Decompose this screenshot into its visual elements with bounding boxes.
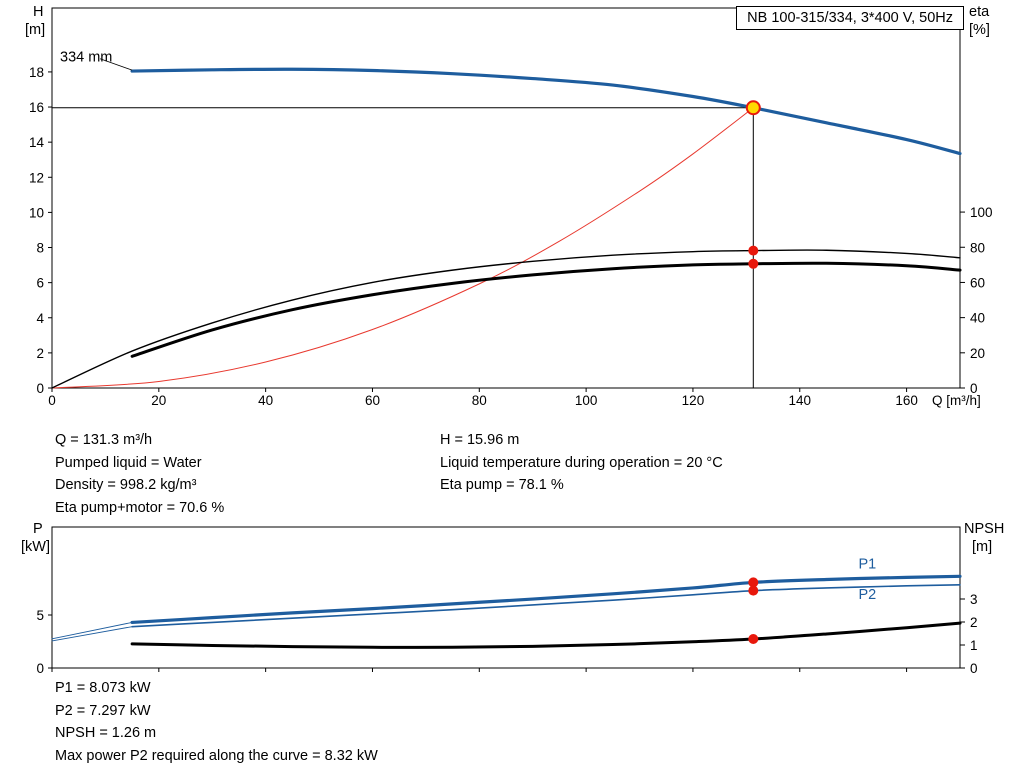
h-axis-label: H [33,4,44,20]
eta-pump-motor-curve [130,261,962,358]
max-power-text: Max power P2 required along the curve = … [55,747,378,764]
right-tick-label: 0 [970,381,978,396]
eta-pump-text: Eta pump = 78.1 % [440,477,564,493]
left-tick-label: 16 [29,100,44,115]
impeller-size-label: 334 mm [60,49,112,65]
p2-label: P2 [859,587,877,603]
system-curve [51,107,754,389]
left-tick-label: 14 [29,135,45,150]
x-tick-label: 80 [472,393,487,408]
right-tick-label: 40 [970,311,985,326]
right-tick-label: 3 [970,592,978,607]
duty-point[interactable] [745,100,761,116]
npsh-point [748,634,759,645]
density-text: Density = 998.2 kg/m³ [55,477,197,493]
x-tick-label: 60 [365,393,380,408]
flow-text: Q = 131.3 m³/h [55,432,153,448]
plot-frame [51,7,961,389]
x-tick-label: 40 [258,393,273,408]
right-tick-label: 1 [970,638,978,653]
p-axis-unit-label: [kW] [21,539,50,555]
h-axis-unit-label: [m] [25,22,46,38]
left-tick-label: 10 [29,205,44,220]
plot-frame [51,526,961,669]
x-axis-label: Q [m³/h] [932,393,981,408]
left-tick-label: 18 [29,65,44,80]
npsh-axis-unit-label: [m] [972,539,993,555]
duty-info-right: H = 15.96 m Liquid temperature during op… [440,429,723,497]
eta-pump-curve [51,249,961,389]
right-tick-label: 60 [970,275,985,290]
x-tick-label: 140 [788,393,811,408]
left-tick-label: 12 [29,170,44,185]
left-tick-label: 8 [36,241,44,256]
right-tick-label: 0 [970,661,978,676]
qh-eta-chart[interactable]: 0 20 40 60 80 100 120 140 160 Q [m³/h]02468101214… [29,7,993,408]
eta-pump-point [748,245,759,256]
p1-extension [51,621,133,640]
npsh-curve [130,621,962,649]
x-tick-label: 160 [895,393,918,408]
left-tick-label: 2 [36,346,44,361]
left-tick-label: 0 [36,381,44,396]
x-tick-label: 120 [682,393,705,408]
impeller-pointer-line [99,58,133,71]
eta-pump-motor-point [748,258,759,269]
left-tick-label: 0 [36,661,44,676]
right-tick-label: 20 [970,346,985,361]
p2-text: P2 = 7.297 kW [55,702,151,719]
p1-curve [130,574,962,625]
qh-curve [130,67,962,156]
x-tick-label: 0 [48,393,56,408]
left-tick-label: 6 [36,276,44,291]
p1-text: P1 = 8.073 kW [55,680,151,696]
pump-title-box: NB 100-315/334, 3*400 V, 50Hz [736,6,964,30]
eta-axis-unit-label: [%] [969,22,990,38]
p-axis-label: P [33,521,43,537]
power-info: P1 = 8.073 kW P2 = 7.297 kW NPSH = 1.26 … [55,677,378,767]
x-tick-label: 20 [151,393,166,408]
right-tick-label: 2 [970,615,978,630]
pumped-liquid-text: Pumped liquid = Water [55,454,202,471]
p1-label: P1 [859,556,877,572]
right-tick-label: 100 [970,205,993,220]
npsh-axis-label: NPSH [964,521,1005,537]
right-tick-label: 80 [970,240,985,255]
p2-point [748,585,759,596]
p2-curve [131,583,961,628]
p2-extension [51,626,133,642]
left-tick-label: 4 [36,311,44,326]
eta-axis-label: eta [969,4,990,20]
x-tick-label: 100 [575,393,598,408]
liquid-temp-text: Liquid temperature during operation = 20… [440,454,723,471]
head-text: H = 15.96 m [440,432,520,448]
power-npsh-chart[interactable]: 0 5 0 1 2 3 P1 P2 [36,526,978,676]
p1-point [748,577,759,588]
npsh-text: NPSH = 1.26 m [55,725,157,741]
eta-pump-motor-text: Eta pump+motor = 70.6 % [55,499,225,516]
duty-info-left: Q = 131.3 m³/h Pumped liquid = Water Den… [55,429,224,519]
left-tick-label: 5 [36,608,44,623]
